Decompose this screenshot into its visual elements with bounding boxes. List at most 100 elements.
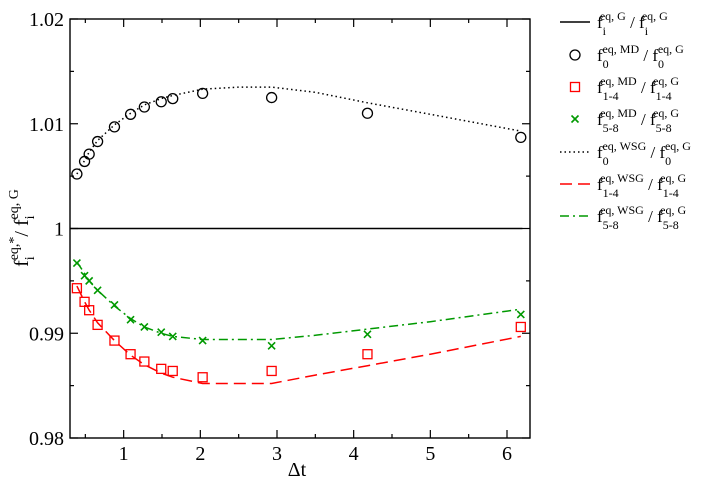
legend-entry: f1-4eq, WSG / f1-4eq, G [560,171,686,200]
legend-den-sup: eq, G [660,203,686,217]
legend-label: f1-4eq, MD / f1-4eq, G [597,74,679,103]
data-point-circle [71,168,83,180]
data-point-square [71,283,83,294]
legend-num-sup: eq, WSG [600,171,644,185]
legend-den-sup: eq, G [665,139,691,153]
data-point-cross [363,330,372,339]
data-point-square [125,349,136,360]
legend-num-sub: 5-8 [603,218,619,232]
legend-entry: f0eq, MD / f0eq, G [569,42,684,71]
legend-label: f1-4eq, WSG / f1-4eq, G [597,171,686,200]
legend-swatch-circle [569,49,581,61]
plot-area [70,86,527,385]
legend-num-sup: eq, WSG [600,203,644,217]
legend-num-sub: 0 [603,57,609,71]
legend-den-sup: eq, G [660,171,686,185]
legend-label: f5-8eq, WSG / f5-8eq, G [597,203,686,232]
legend-entry: fieq, G / fieq, G [560,9,668,38]
legend-entry: f5-8eq, MD / f5-8eq, G [570,106,679,135]
data-point-circle [108,121,121,133]
legend-den-sub: 5-8 [663,218,679,232]
data-point-cross [267,341,276,350]
legend-num: f [597,78,603,97]
data-point-square [139,356,150,367]
data-point-cross [516,310,525,319]
legend-num-sup: eq, MD [602,42,639,56]
data-point-cross [140,322,149,332]
data-point-circle [515,131,527,144]
legend-swatch-square [569,81,581,93]
series-line-dashed [76,285,521,385]
data-point-circle [83,148,95,160]
data-point-square [79,296,90,307]
legend-den-sub: 0 [665,154,671,168]
data-point-circle [124,108,137,120]
svg-text:fieq,*/ fieq, G: fieq,*/ fieq, G [7,189,38,267]
data-point-square [156,363,167,375]
legend-num-sub: 1-4 [603,89,619,103]
data-point-cross [198,336,207,345]
legend-den-sup: eq, G [653,106,679,120]
legend-label: f0eq, MD / f0eq, G [597,42,684,71]
legend-label: f0eq, WSG / f0eq, G [597,139,691,168]
legend-den-sub: 5-8 [656,121,672,135]
y-tick-label: 1.02 [29,9,64,31]
data-point-circle [138,101,151,113]
data-point-circle [265,91,278,104]
legend-num: f [597,46,603,65]
x-axis-title: Δt [288,459,307,481]
legend-num-sup: eq, MD [600,74,637,88]
legend-den-sub: 0 [658,57,664,71]
legend-den-sub: 1-4 [656,89,672,103]
ticks: 1 2 3 4 5 6 0.98 0.99 1 1.01 1.02 [29,9,530,465]
legend-entry: f5-8eq, WSG / f5-8eq, G [560,203,686,232]
legend-den: / f [644,207,663,226]
legend-den-sub: 1-4 [663,186,679,200]
legend-entry: f1-4eq, MD / f1-4eq, G [569,74,679,103]
y-axis-title-f: f [11,260,33,267]
legend-num-sub: 1-4 [603,186,619,200]
data-point-circle [167,92,179,105]
legend-num-sup: eq, G [600,9,626,23]
data-point-circle [91,135,104,148]
legend-num-sub: 0 [603,154,609,168]
legend-den-sup: eq, G [658,42,684,56]
legend-num-sup: eq, MD [600,106,637,120]
data-point-square [84,305,95,316]
data-point-circle [196,87,209,100]
y-axis-title-sub: i [23,256,38,260]
legend-den: / f [637,78,656,97]
legend-num-sub: 5-8 [603,121,619,135]
legend-label: f5-8eq, MD / f5-8eq, G [597,106,679,135]
legend-den: / f [637,110,656,129]
y-tick-label: 1 [54,219,64,241]
legend-den: / f [646,143,665,162]
data-point-square [109,335,120,346]
data-point-square [266,365,277,377]
series-line-dashdot [76,261,521,341]
series-line-dotted [76,86,521,175]
x-tick-label: 3 [272,443,282,465]
data-point-square [167,365,178,377]
legend-num: f [597,207,603,226]
x-tick-label: 2 [195,443,205,465]
data-point-cross [168,332,177,341]
y-axis-title-sup: eq,* [7,237,22,261]
data-point-square [92,319,103,331]
y-tick-label: 1.01 [29,114,64,136]
data-point-circle [155,96,167,108]
legend-num-sub: i [603,24,607,38]
data-point-circle [361,107,374,119]
legend-label: fieq, G / fieq, G [597,9,668,38]
data-point-square [362,349,373,360]
legend-num: f [597,175,603,194]
legend-den: / f [644,175,663,194]
legend-den-sup: eq, G [642,9,668,23]
y-tick-label: 0.99 [29,323,64,345]
y-tick-label: 0.98 [29,428,64,450]
legend-num: f [597,143,603,162]
legend-den-sup: eq, G [653,74,679,88]
legend-swatch-cross [570,114,580,124]
x-tick-label: 4 [349,443,359,465]
